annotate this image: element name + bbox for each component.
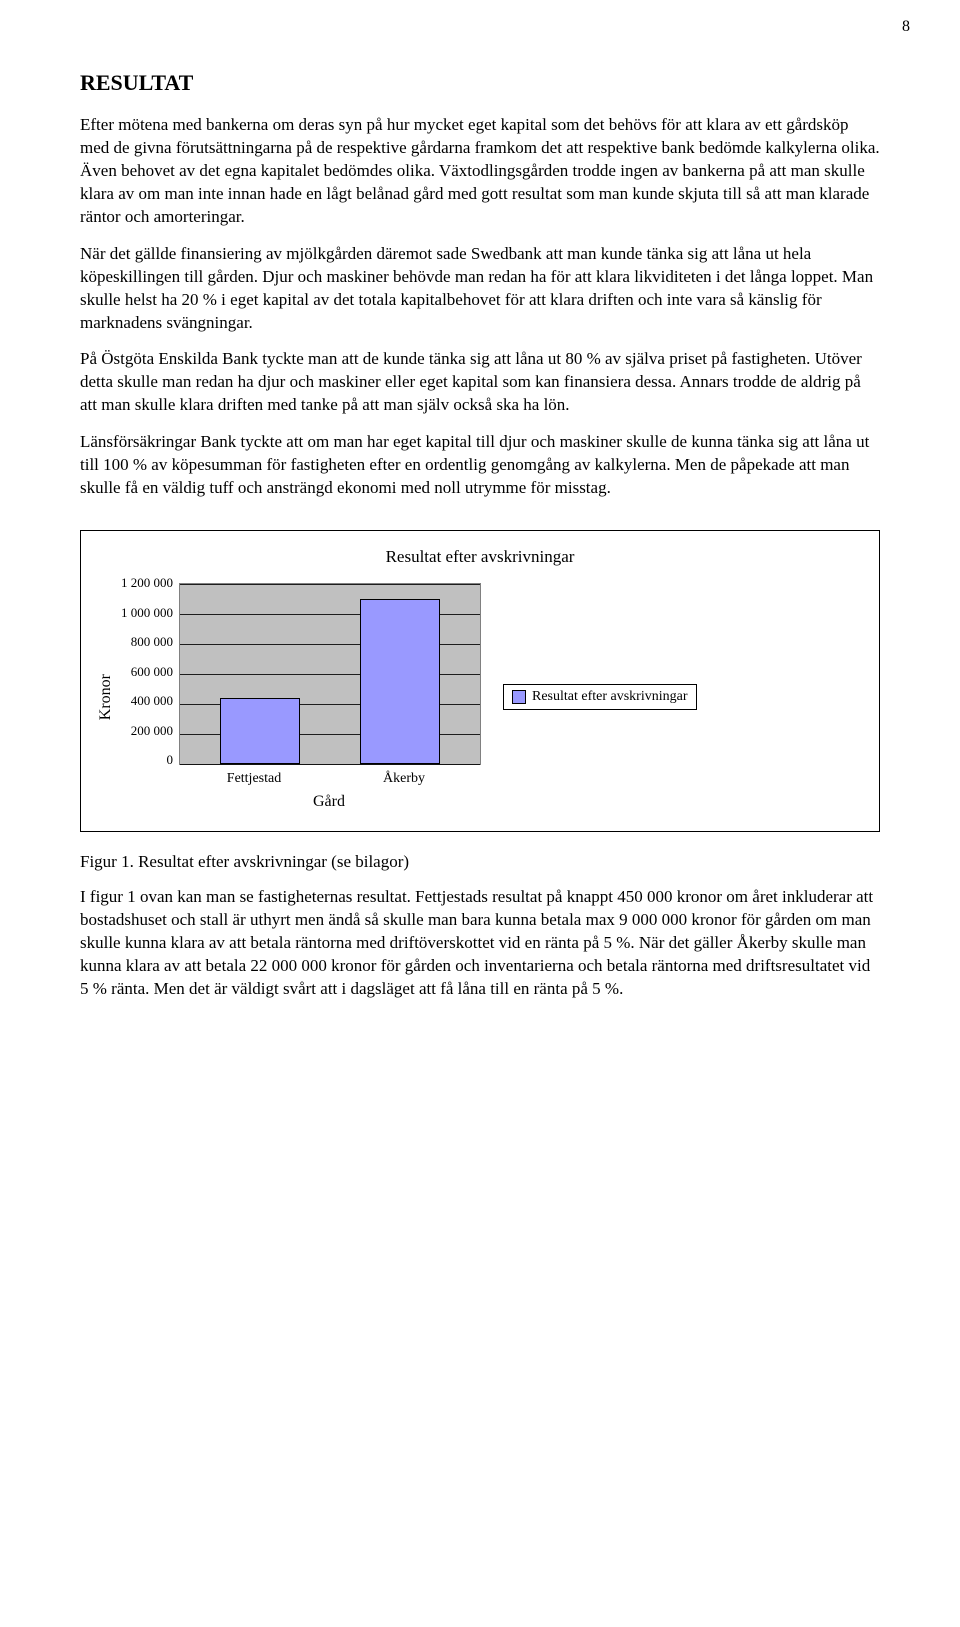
plot-column: FettjestadÅkerby Gård xyxy=(179,583,481,811)
paragraph-4: Länsförsäkringar Bank tyckte att om man … xyxy=(80,431,880,500)
y-axis-label: Kronor xyxy=(97,674,115,720)
paragraph-2: När det gällde finansiering av mjölkgård… xyxy=(80,243,880,335)
legend-swatch xyxy=(512,690,526,704)
y-tick: 400 000 xyxy=(131,694,173,707)
x-tick: Åkerby xyxy=(329,771,479,787)
chart-row: Kronor 1 200 0001 000 000800 000600 0004… xyxy=(97,583,863,811)
figure-caption: Figur 1. Resultat efter avskrivningar (s… xyxy=(80,852,880,872)
chart-title: Resultat efter avskrivningar xyxy=(97,547,863,567)
closing-paragraph: I figur 1 ovan kan man se fastigheternas… xyxy=(80,886,880,1001)
page: 8 RESULTAT Efter mötena med bankerna om … xyxy=(0,0,960,1075)
y-tick: 1 000 000 xyxy=(121,606,173,619)
y-ticks: 1 200 000 1 000 000 800 000 600 000 400 000 2… xyxy=(121,576,179,766)
plot-with-ticks: 1 200 0001 000 000800 000600 000400 0002… xyxy=(121,583,481,811)
plot-area xyxy=(179,583,481,765)
legend: Resultat efter avskrivningar xyxy=(503,684,697,710)
x-axis-label: Gård xyxy=(179,793,479,811)
paragraph-3: På Östgöta Enskilda Bank tyckte man att … xyxy=(80,348,880,417)
bar-åkerby xyxy=(360,599,440,764)
x-tick: Fettjestad xyxy=(179,771,329,787)
gridline xyxy=(180,584,480,585)
page-number: 8 xyxy=(902,18,910,36)
bar-fettjestad xyxy=(220,698,300,764)
y-tick: 1 200 000 xyxy=(121,576,173,589)
paragraph-1: Efter mötena med bankerna om deras syn p… xyxy=(80,114,880,229)
gridline xyxy=(180,764,480,765)
y-tick: 800 000 xyxy=(131,635,173,648)
plot-wrapper: 1 200 0001 000 000800 000600 000400 0002… xyxy=(121,583,481,811)
x-ticks: FettjestadÅkerby xyxy=(179,771,479,787)
chart-container: Resultat efter avskrivningar Kronor 1 20… xyxy=(80,530,880,832)
y-tick: 200 000 xyxy=(131,724,173,737)
y-tick: 0 xyxy=(167,753,174,766)
section-heading: RESULTAT xyxy=(80,70,880,96)
legend-label: Resultat efter avskrivningar xyxy=(532,689,688,705)
y-tick: 600 000 xyxy=(131,665,173,678)
